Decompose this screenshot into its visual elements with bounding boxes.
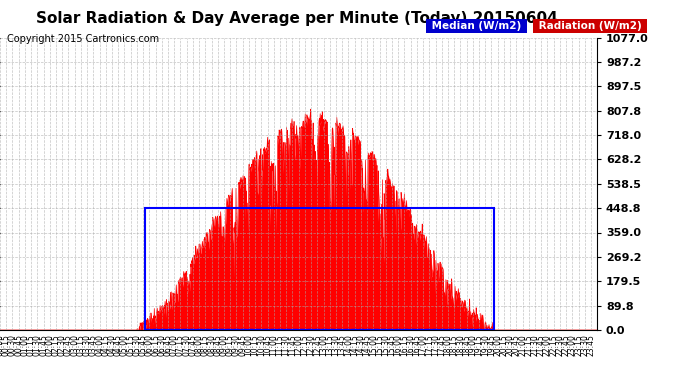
Bar xyxy=(145,208,493,330)
Text: Median (W/m2): Median (W/m2) xyxy=(428,21,524,31)
Text: Copyright 2015 Cartronics.com: Copyright 2015 Cartronics.com xyxy=(7,34,159,44)
Text: Solar Radiation & Day Average per Minute (Today) 20150604: Solar Radiation & Day Average per Minute… xyxy=(36,11,558,26)
Text: Radiation (W/m2): Radiation (W/m2) xyxy=(535,21,645,31)
